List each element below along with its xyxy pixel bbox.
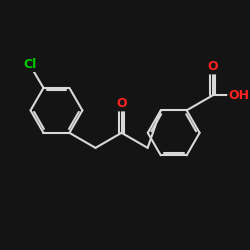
Text: OH: OH: [228, 89, 249, 102]
Text: O: O: [116, 98, 127, 110]
Text: Cl: Cl: [23, 58, 36, 71]
Text: O: O: [208, 60, 218, 73]
